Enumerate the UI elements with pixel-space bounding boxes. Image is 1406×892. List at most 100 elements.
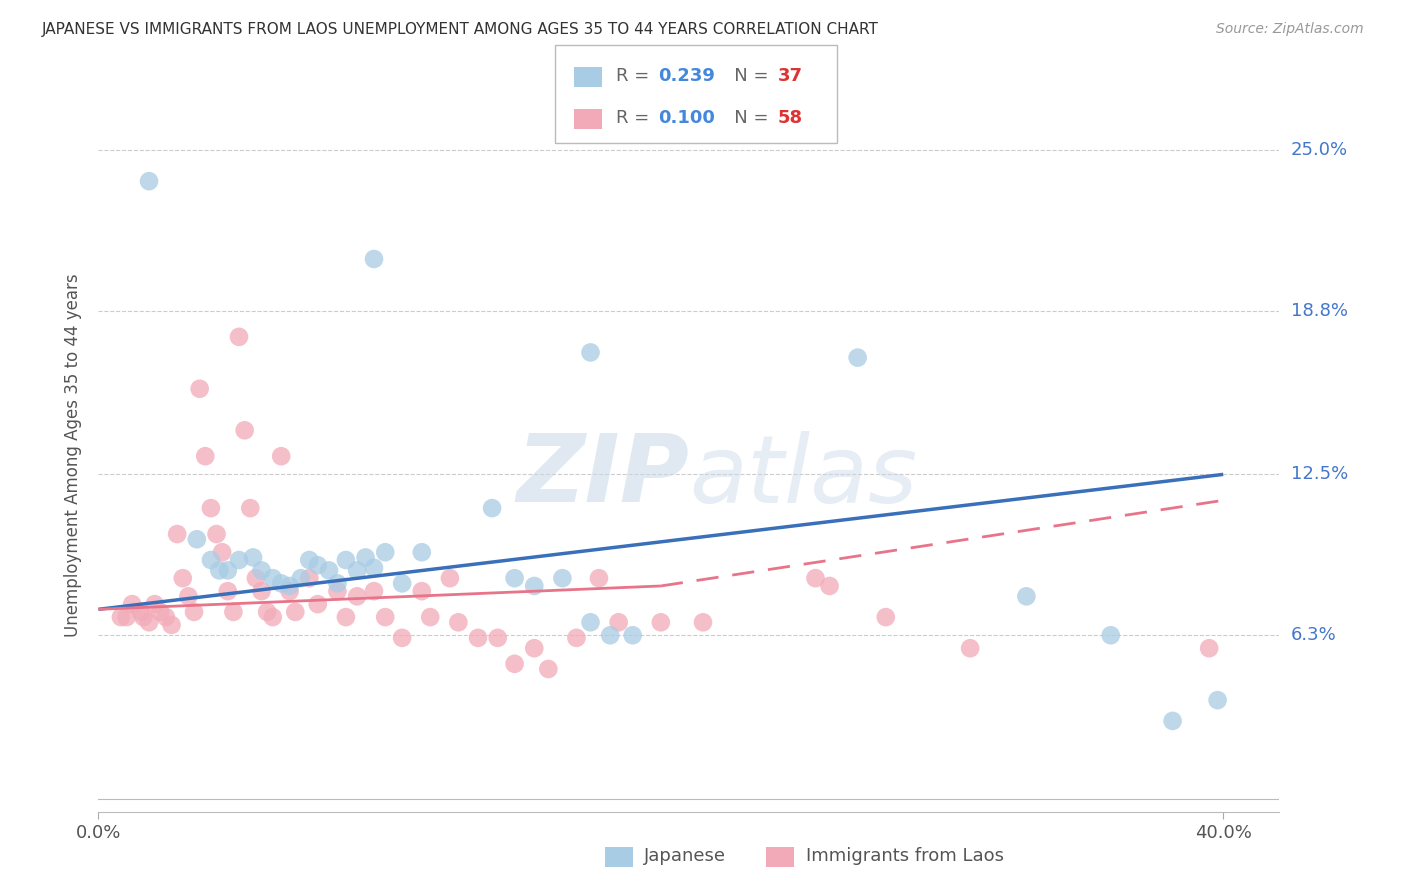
Point [588, 571, 610, 585]
Point [335, 553, 357, 567]
Point [270, 576, 292, 591]
Point [1161, 714, 1184, 728]
Point [208, 563, 231, 577]
Point [298, 553, 321, 567]
Text: 58: 58 [778, 109, 803, 128]
Text: R =: R = [616, 109, 655, 128]
Point [346, 590, 368, 604]
Point [439, 571, 461, 585]
Point [256, 605, 278, 619]
Point [262, 571, 284, 585]
Point [692, 615, 714, 630]
Point [211, 545, 233, 559]
Point [194, 449, 217, 463]
Point [1099, 628, 1122, 642]
Point [579, 345, 602, 359]
Text: Immigrants from Laos: Immigrants from Laos [806, 847, 1004, 865]
Text: JAPANESE VS IMMIGRANTS FROM LAOS UNEMPLOYMENT AMONG AGES 35 TO 44 YEARS CORRELAT: JAPANESE VS IMMIGRANTS FROM LAOS UNEMPLO… [42, 22, 879, 37]
Point [326, 576, 349, 591]
Point [245, 571, 267, 585]
Point [846, 351, 869, 365]
Point [374, 610, 396, 624]
Point [222, 605, 245, 619]
Point [1198, 641, 1220, 656]
Text: Source: ZipAtlas.com: Source: ZipAtlas.com [1216, 22, 1364, 37]
Point [1206, 693, 1229, 707]
Point [959, 641, 981, 656]
Point [177, 590, 200, 604]
Point [110, 610, 132, 624]
Point [155, 610, 177, 624]
Point [166, 527, 188, 541]
Point [1015, 590, 1038, 604]
Point [363, 252, 385, 266]
Point [391, 631, 413, 645]
Point [172, 571, 194, 585]
Point [284, 605, 307, 619]
Point [503, 571, 526, 585]
Point [228, 330, 250, 344]
Point [138, 615, 160, 630]
Point [503, 657, 526, 671]
Point [200, 501, 222, 516]
Point [354, 550, 377, 565]
Point [138, 174, 160, 188]
Text: 25.0%: 25.0% [1291, 141, 1348, 159]
Text: 0.100: 0.100 [658, 109, 714, 128]
Point [326, 584, 349, 599]
Text: 37: 37 [778, 67, 803, 85]
Point [262, 610, 284, 624]
Point [129, 605, 152, 619]
Point [205, 527, 228, 541]
Point [607, 615, 630, 630]
Point [599, 628, 621, 642]
Point [242, 550, 264, 565]
Point [579, 615, 602, 630]
Point [411, 584, 433, 599]
Text: 6.3%: 6.3% [1291, 626, 1336, 644]
Point [132, 610, 155, 624]
Point [318, 563, 340, 577]
Point [115, 610, 138, 624]
Point [411, 545, 433, 559]
Text: N =: N = [717, 109, 775, 128]
Point [278, 579, 301, 593]
Point [486, 631, 509, 645]
Text: 0.239: 0.239 [658, 67, 714, 85]
Point [298, 571, 321, 585]
Point [346, 563, 368, 577]
Point [467, 631, 489, 645]
Point [374, 545, 396, 559]
Point [200, 553, 222, 567]
Point [188, 382, 211, 396]
Text: N =: N = [717, 67, 775, 85]
Point [363, 561, 385, 575]
Point [250, 584, 273, 599]
Point [121, 597, 143, 611]
Point [565, 631, 588, 645]
Point [419, 610, 441, 624]
Point [270, 449, 292, 463]
Point [523, 579, 546, 593]
Text: R =: R = [616, 67, 655, 85]
Point [447, 615, 470, 630]
Point [537, 662, 560, 676]
Point [875, 610, 897, 624]
Point [290, 571, 312, 585]
Point [160, 618, 183, 632]
Point [239, 501, 262, 516]
Point [143, 597, 166, 611]
Point [335, 610, 357, 624]
Point [183, 605, 205, 619]
Point [186, 533, 208, 547]
Point [481, 501, 503, 516]
Text: Japanese: Japanese [644, 847, 725, 865]
Text: atlas: atlas [689, 431, 917, 522]
Point [228, 553, 250, 567]
Point [551, 571, 574, 585]
Point [217, 563, 239, 577]
Point [149, 605, 172, 619]
Point [363, 584, 385, 599]
Point [621, 628, 644, 642]
Text: 12.5%: 12.5% [1291, 466, 1348, 483]
